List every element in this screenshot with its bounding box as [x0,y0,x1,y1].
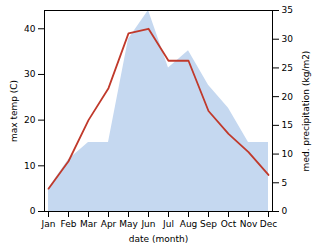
svg-text:Apr: Apr [101,219,117,229]
svg-text:Sep: Sep [200,219,217,229]
svg-text:Nov: Nov [240,219,258,229]
svg-text:25: 25 [282,63,293,73]
svg-text:Aug: Aug [180,219,198,229]
svg-text:Mar: Mar [80,219,97,229]
svg-text:5: 5 [282,178,288,188]
svg-text:30: 30 [282,34,294,44]
svg-text:20: 20 [282,92,294,102]
svg-text:Feb: Feb [61,219,77,229]
svg-text:Jun: Jun [140,219,155,229]
svg-text:15: 15 [282,120,293,130]
svg-text:40: 40 [24,24,36,34]
svg-text:May: May [119,219,138,229]
svg-text:0: 0 [282,206,288,216]
svg-text:0: 0 [30,206,36,216]
svg-text:30: 30 [24,69,36,79]
svg-text:20: 20 [24,115,36,125]
svg-text:Jan: Jan [41,219,56,229]
svg-text:35: 35 [282,5,293,15]
svg-text:Dec: Dec [260,219,277,229]
svg-text:date (month): date (month) [129,234,188,244]
svg-text:Jul: Jul [162,219,174,229]
svg-text:med. precipitation (kg/m2): med. precipitation (kg/m2) [301,51,311,172]
svg-text:Oct: Oct [221,219,237,229]
svg-text:max temp (C): max temp (C) [9,80,19,142]
svg-text:10: 10 [24,161,36,171]
svg-text:10: 10 [282,149,294,159]
